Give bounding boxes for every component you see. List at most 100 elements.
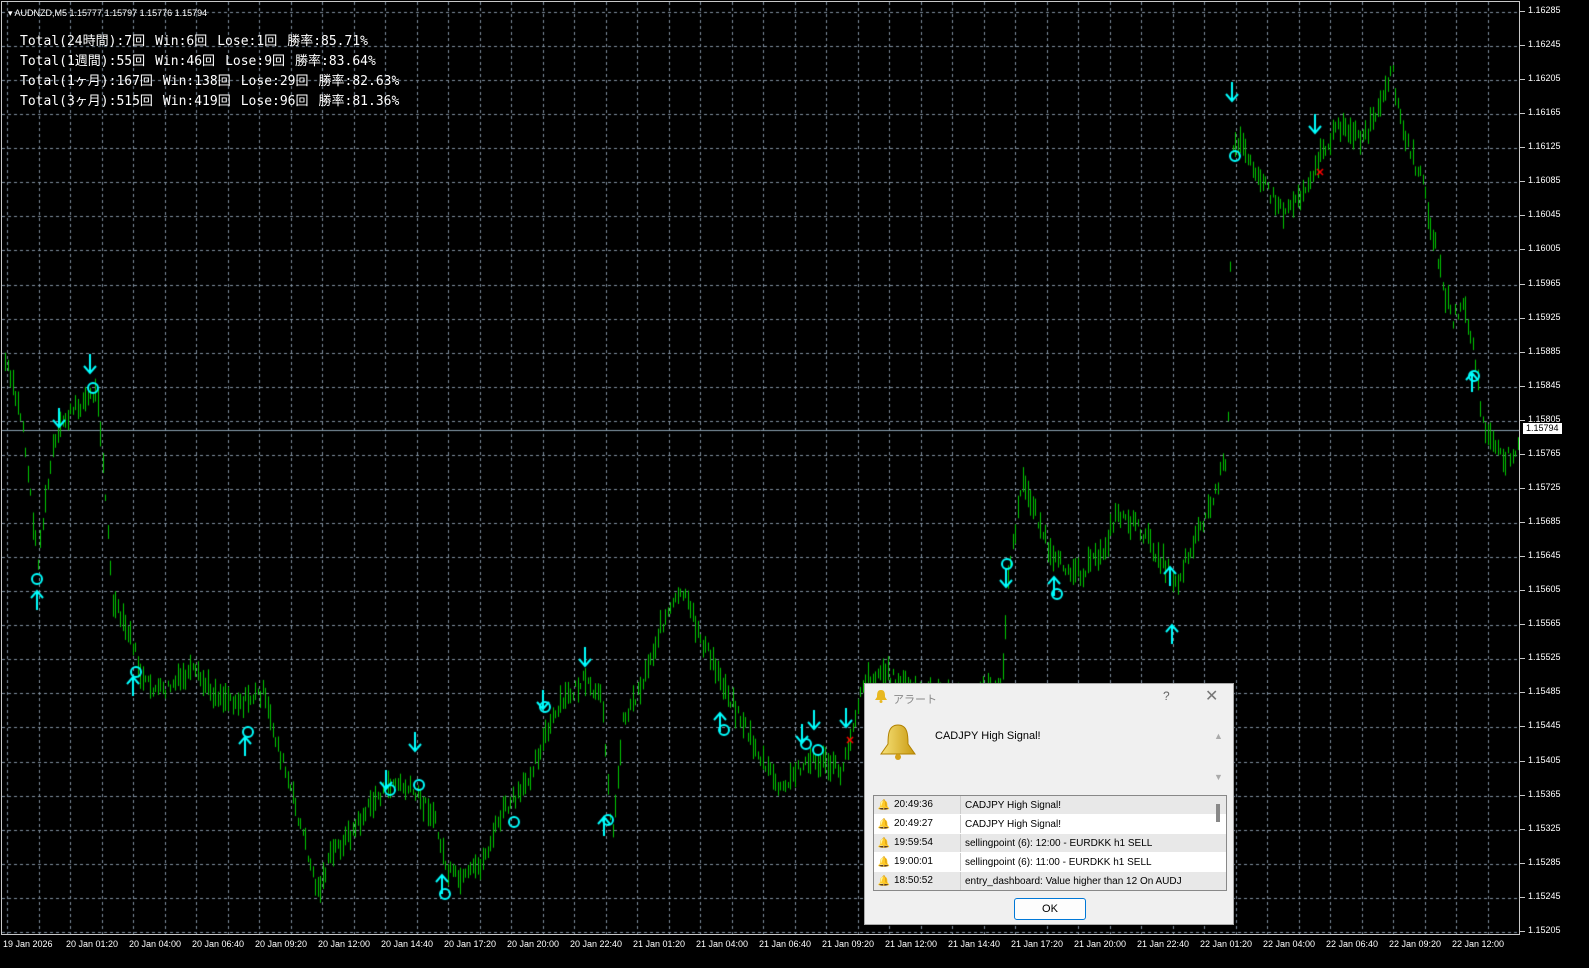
price-tick [1520, 351, 1525, 353]
stat-rate: 勝率:85.71% [287, 34, 368, 49]
time-label: 22 Jan 06:40 [1326, 939, 1379, 949]
alert-time: 20:49:27 [894, 815, 961, 833]
price-label: 1.15605 [1528, 584, 1561, 595]
price-label: 1.16285 [1528, 5, 1561, 15]
bell-icon: 🔔 [877, 818, 891, 830]
candlestick-canvas[interactable] [2, 2, 1519, 934]
price-tick [1520, 45, 1525, 47]
price-label: 1.15765 [1528, 447, 1561, 458]
price-tick [1520, 556, 1525, 558]
price-tick [1520, 828, 1525, 830]
time-label: 21 Jan 04:00 [696, 939, 749, 949]
price-label: 1.15485 [1528, 686, 1561, 697]
time-label: 21 Jan 22:40 [1137, 939, 1190, 949]
price-tick [1520, 147, 1525, 149]
bell-icon [875, 690, 887, 703]
price-tick [1520, 760, 1525, 762]
price-tick [1520, 624, 1525, 626]
time-label: 20 Jan 06:40 [192, 939, 245, 949]
price-tick [1520, 453, 1525, 455]
price-tick [1520, 658, 1525, 660]
alert-history-list[interactable]: 🔔 20:49:36 CADJPY High Signal! 🔔 20:49:27 CA… [873, 795, 1227, 891]
bell-icon: 🔔 [877, 875, 891, 887]
price-tick [1520, 79, 1525, 81]
stat-win: Win:46回 [155, 54, 216, 69]
stat-rate: 勝率:83.64% [295, 54, 376, 69]
price-label: 1.16045 [1528, 209, 1561, 220]
time-label: 21 Jan 06:40 [759, 939, 812, 949]
time-label: 20 Jan 09:20 [255, 939, 308, 949]
stat-total: Total(1ヶ月):167回 [20, 74, 153, 89]
price-chart[interactable]: ▾ AUDNZD,M5 1.15777 1.15797 1.15776 1.15… [1, 1, 1520, 935]
time-label: 21 Jan 09:20 [822, 939, 875, 949]
alert-text: sellingpoint (6): 12:00 - EURDKK h1 SELL [965, 837, 1153, 849]
price-label: 1.15885 [1528, 345, 1561, 356]
dialog-title: アラート [893, 694, 937, 706]
close-button[interactable]: ✕ [1205, 688, 1219, 705]
price-label: 1.15965 [1528, 277, 1561, 288]
price-tick [1520, 283, 1525, 285]
alert-dialog: アラート ? ✕ CADJPY High Signal! ▲ ▼ 🔔 20:49:… [864, 683, 1234, 925]
stats-row-1m: Total(1ヶ月):167回 Win:138回 Lose:29回 勝率:82.63% [20, 72, 409, 92]
price-tick [1520, 249, 1525, 251]
time-label: 20 Jan 01:20 [66, 939, 119, 949]
price-label: 1.16085 [1528, 175, 1561, 186]
price-tick [1520, 794, 1525, 796]
price-label: 1.16125 [1528, 141, 1561, 152]
time-label: 21 Jan 12:00 [885, 939, 938, 949]
time-label: 20 Jan 04:00 [129, 939, 182, 949]
scroll-down-icon[interactable]: ▼ [1214, 772, 1223, 782]
alert-time: 20:49:36 [894, 796, 961, 814]
time-label: 20 Jan 22:40 [570, 939, 623, 949]
ok-button[interactable]: OK [1014, 898, 1086, 920]
price-label: 1.15365 [1528, 788, 1561, 799]
price-label: 1.15725 [1528, 481, 1561, 492]
list-item[interactable]: 🔔 20:49:36 CADJPY High Signal! [874, 796, 1226, 815]
stat-total: Total(24時間):7回 [20, 34, 146, 49]
stat-rate: 勝率:82.63% [318, 74, 400, 89]
large-bell-icon [880, 724, 916, 760]
alert-text: entry_dashboard: Value higher than 12 On… [965, 875, 1182, 887]
price-tick [1520, 11, 1525, 12]
price-label: 1.15245 [1528, 890, 1561, 901]
stat-win: Win:6回 [155, 34, 208, 49]
price-tick [1520, 487, 1525, 489]
bell-icon: 🔔 [877, 837, 891, 849]
price-label: 1.15405 [1528, 754, 1561, 765]
list-scrollbar[interactable] [1216, 804, 1220, 822]
list-item[interactable]: 🔔 18:50:52 entry_dashboard: Value higher t… [874, 872, 1226, 890]
list-item[interactable]: 🔔 20:49:27 CADJPY High Signal! [874, 815, 1226, 834]
time-label: 20 Jan 20:00 [507, 939, 560, 949]
stat-lose: Lose:1回 [217, 34, 278, 49]
time-label: 21 Jan 17:20 [1011, 939, 1064, 949]
list-item[interactable]: 🔔 19:00:01 sellingpoint (6): 11:00 - EURDK… [874, 853, 1226, 872]
time-label: 20 Jan 17:20 [444, 939, 497, 949]
price-label: 1.15285 [1528, 856, 1561, 867]
help-button[interactable]: ? [1163, 689, 1170, 703]
time-label: 21 Jan 01:20 [633, 939, 686, 949]
stat-win: Win:419回 [162, 94, 231, 109]
price-label: 1.16005 [1528, 243, 1561, 254]
price-label: 1.15205 [1528, 924, 1561, 935]
scroll-up-icon[interactable]: ▲ [1214, 731, 1223, 741]
price-tick [1520, 896, 1525, 898]
price-label: 1.15685 [1528, 516, 1561, 527]
price-label: 1.16205 [1528, 73, 1561, 84]
price-label: 1.15805 [1528, 413, 1561, 424]
alert-text: CADJPY High Signal! [965, 799, 1061, 811]
time-label: 21 Jan 14:40 [948, 939, 1001, 949]
list-item[interactable]: 🔔 19:59:54 sellingpoint (6): 12:00 - EURDK… [874, 834, 1226, 853]
price-label: 1.15645 [1528, 550, 1561, 561]
price-label: 1.15925 [1528, 311, 1561, 322]
alert-message: CADJPY High Signal! [935, 730, 1041, 742]
current-price-label: 1.15794 [1523, 423, 1562, 434]
price-label: 1.15845 [1528, 379, 1561, 390]
time-label: 19 Jan 2026 [3, 939, 53, 949]
time-label: 20 Jan 14:40 [381, 939, 434, 949]
price-tick [1520, 181, 1525, 183]
price-tick [1520, 590, 1525, 592]
price-tick [1520, 385, 1525, 387]
alert-time: 19:00:01 [894, 853, 961, 871]
time-label: 21 Jan 20:00 [1074, 939, 1127, 949]
price-tick [1520, 419, 1525, 421]
